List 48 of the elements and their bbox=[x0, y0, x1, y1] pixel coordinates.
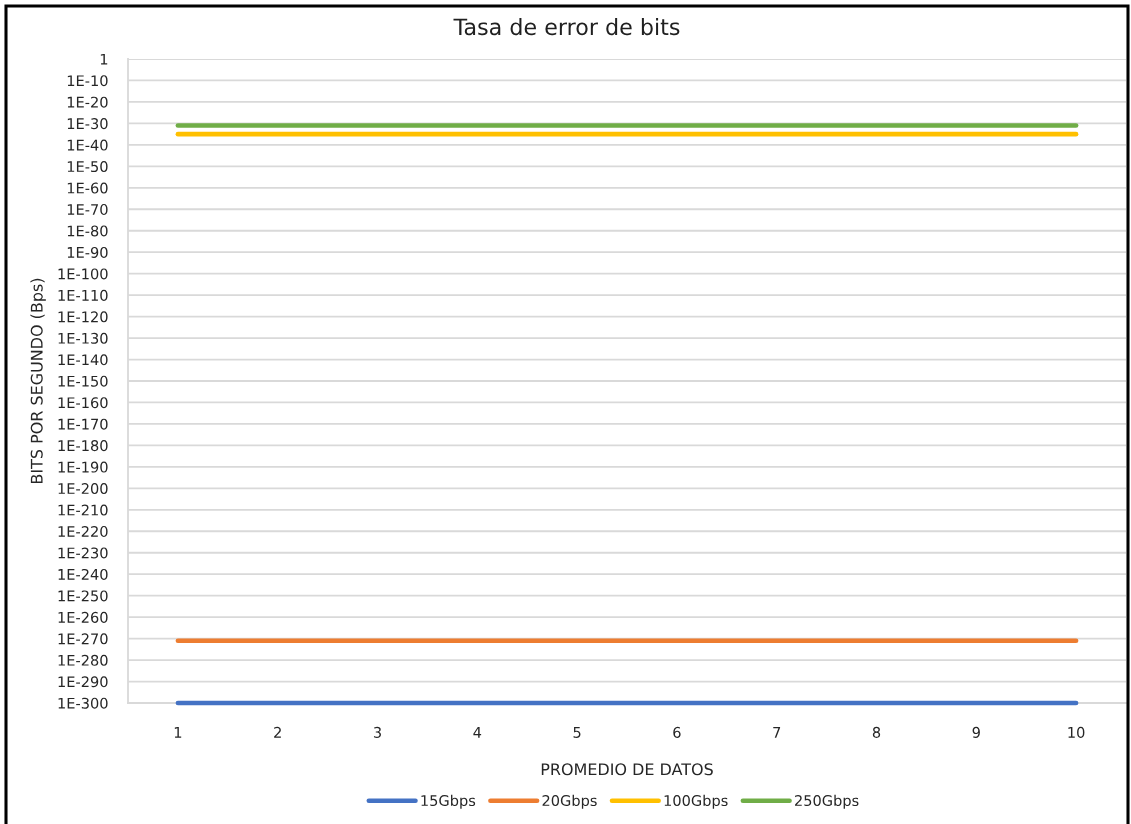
x-tick-label: 2 bbox=[274, 726, 281, 738]
y-tick-label: 1E-110 bbox=[58, 289, 108, 301]
y-tick-label: 1E-200 bbox=[58, 483, 108, 495]
y-tick-label: 1E-40 bbox=[67, 139, 108, 151]
y-tick-label: 1E-160 bbox=[58, 397, 108, 409]
y-tick-label: 1E-70 bbox=[67, 203, 108, 216]
y-tick-label: 1E-180 bbox=[58, 440, 108, 452]
legend-label: 250Gbps bbox=[795, 794, 859, 809]
y-tick-label: 1E-170 bbox=[58, 418, 108, 430]
y-tick-label: 1E-260 bbox=[58, 611, 108, 623]
y-tick-label: 1E-120 bbox=[58, 311, 108, 323]
legend-label: 20Gbps bbox=[542, 794, 597, 809]
legend-label: 100Gbps bbox=[664, 794, 728, 809]
y-axis-title: BITS POR SEGUNDO (Bps) bbox=[30, 278, 46, 483]
y-tick-label: 1E-290 bbox=[58, 676, 108, 688]
chart-title: Tasa de error de bits bbox=[453, 18, 680, 36]
y-tick-label: 1E-50 bbox=[67, 161, 108, 173]
y-tick-label: 1 bbox=[100, 53, 108, 65]
y-tick-label: 1E-80 bbox=[67, 225, 108, 237]
y-tick-label: 1E-270 bbox=[58, 633, 108, 645]
x-tick-label: 10 bbox=[1068, 726, 1085, 738]
y-tick-label: 1E-30 bbox=[67, 118, 108, 130]
x-tick-label: 1 bbox=[174, 727, 182, 738]
y-tick-label: 1E-60 bbox=[67, 182, 108, 194]
y-tick-label: 1E-300 bbox=[58, 697, 108, 709]
y-tick-label: 1E-250 bbox=[58, 590, 108, 602]
y-tick-label: 1E-10 bbox=[67, 75, 108, 87]
x-tick-label: 3 bbox=[373, 726, 381, 738]
x-tick-label: 8 bbox=[872, 726, 881, 738]
x-tick-label: 7 bbox=[773, 727, 781, 738]
x-tick-label: 9 bbox=[972, 726, 980, 738]
x-tick-label: 4 bbox=[473, 727, 482, 738]
y-tick-label: 1E-130 bbox=[58, 332, 108, 344]
y-tick-label: 1E-220 bbox=[58, 525, 108, 538]
x-tick-label: 5 bbox=[573, 727, 581, 738]
y-tick-label: 1E-210 bbox=[58, 504, 108, 516]
y-tick-label: 1E-150 bbox=[58, 375, 108, 387]
y-tick-label: 1E-140 bbox=[58, 354, 108, 366]
y-tick-label: 1E-20 bbox=[67, 96, 108, 108]
x-axis-title: PROMEDIO DE DATOS bbox=[541, 763, 713, 776]
x-tick-label: 6 bbox=[673, 726, 681, 738]
y-tick-label: 1E-280 bbox=[58, 654, 108, 666]
y-tick-label: 1E-190 bbox=[58, 461, 108, 473]
legend-label: 15Gbps bbox=[421, 794, 476, 809]
y-tick-label: 1E-230 bbox=[58, 547, 108, 559]
y-tick-label: 1E-240 bbox=[58, 568, 108, 580]
y-tick-label: 1E-100 bbox=[58, 268, 108, 280]
y-tick-label: 1E-90 bbox=[67, 246, 108, 258]
